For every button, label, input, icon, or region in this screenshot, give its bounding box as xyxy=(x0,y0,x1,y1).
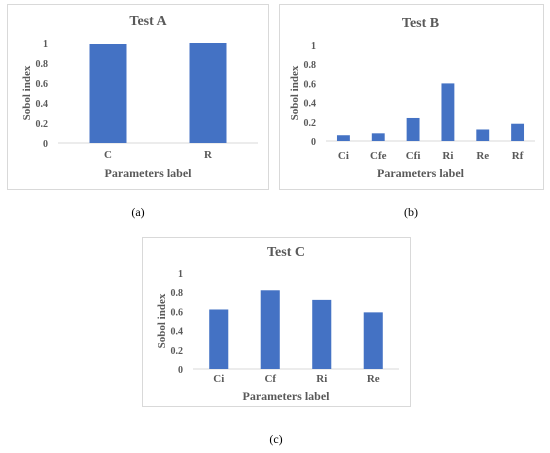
chart-c-bar xyxy=(312,299,332,369)
chart-c-xtick: Ri xyxy=(316,373,327,385)
chart-c-svg: Test C 0 0.2 0.4 0.6 0.8 1 Ci Cf Ri Re Parameters l… xyxy=(156,245,399,403)
chart-b-xtick: Re xyxy=(476,150,489,162)
chart-b-ytick: 1 xyxy=(311,41,316,52)
chart-c-bar xyxy=(209,309,229,369)
chart-a-ylabel: Sobol index xyxy=(21,65,33,120)
chart-c-xtick: Cf xyxy=(264,373,276,385)
chart-a-ytick: 0.4 xyxy=(36,99,49,110)
chart-b-ytick: 0.8 xyxy=(304,60,317,71)
chart-b-bar xyxy=(441,83,455,141)
chart-a-bar xyxy=(189,43,227,143)
chart-b-xlabel: Parameters label xyxy=(377,166,465,180)
chart-c-xtick: Re xyxy=(367,373,380,385)
caption-a: (a) xyxy=(118,205,158,220)
chart-b-ytick: 0 xyxy=(311,137,316,148)
chart-c-ytick: 0.8 xyxy=(171,288,184,299)
caption-a-text: (a) xyxy=(131,205,145,219)
chart-c-title: Test C xyxy=(267,245,305,260)
caption-b-text: (b) xyxy=(404,205,418,219)
chart-c-xlabel: Parameters label xyxy=(243,389,331,403)
chart-b-bar xyxy=(336,135,350,141)
chart-c-ylabel: Sobol index xyxy=(156,293,168,348)
chart-b-xtick: Cfi xyxy=(406,150,421,162)
chart-a-svg: Test A 0 0.2 0.4 0.6 0.8 1 C R Parameters label So… xyxy=(21,14,258,180)
chart-a-xlabel: Parameters label xyxy=(105,166,193,180)
chart-a-ytick: 0.6 xyxy=(36,79,49,90)
chart-c-xtick: Ci xyxy=(213,373,224,385)
chart-c-ytick: 0.6 xyxy=(171,307,184,318)
chart-b-xtick: Rf xyxy=(512,150,524,162)
chart-a-xtick: R xyxy=(204,149,213,161)
chart-b-bar xyxy=(371,133,385,141)
caption-b: (b) xyxy=(391,205,431,220)
chart-panel-a: Test A 0 0.2 0.4 0.6 0.8 1 C R Parameters label So… xyxy=(7,4,269,190)
chart-b-ytick: 0.2 xyxy=(304,118,317,129)
chart-c-ytick: 0.4 xyxy=(171,327,184,338)
chart-b-xtick: Ci xyxy=(338,150,349,162)
chart-a-ytick: 0.8 xyxy=(36,59,49,70)
chart-c-ytick: 0 xyxy=(178,365,183,376)
chart-panel-c: Test C 0 0.2 0.4 0.6 0.8 1 Ci Cf Ri Re Parameters l… xyxy=(142,237,411,407)
chart-a-ytick: 1 xyxy=(43,39,48,50)
chart-b-bar xyxy=(406,117,420,141)
caption-c-text: (c) xyxy=(269,432,283,446)
chart-b-bar xyxy=(476,129,490,141)
chart-panel-b: Test B 0 0.2 0.4 0.6 0.8 1 Ci Cfe Cfi Ri Re Rf Parame… xyxy=(279,4,544,190)
chart-b-bar xyxy=(511,123,525,141)
chart-c-ytick: 0.2 xyxy=(171,346,184,357)
chart-b-ytick: 0.6 xyxy=(304,79,317,90)
chart-c-bar xyxy=(363,312,383,369)
chart-b-title: Test B xyxy=(402,16,439,31)
chart-b-ytick: 0.4 xyxy=(304,99,317,110)
chart-b-xtick: Cfe xyxy=(370,150,387,162)
chart-c-ytick: 1 xyxy=(178,269,183,280)
chart-a-bar xyxy=(89,44,127,143)
chart-b-xtick: Ri xyxy=(442,150,453,162)
chart-c-bar xyxy=(260,290,280,369)
chart-a-title: Test A xyxy=(129,14,167,29)
chart-a-xtick: C xyxy=(104,149,112,161)
chart-b-ylabel: Sobol index xyxy=(289,65,301,120)
chart-a-ytick: 0 xyxy=(43,139,48,150)
chart-b-svg: Test B 0 0.2 0.4 0.6 0.8 1 Ci Cfe Cfi Ri Re Rf Parame… xyxy=(289,16,535,180)
chart-a-ytick: 0.2 xyxy=(36,119,49,130)
caption-c: (c) xyxy=(256,432,296,447)
